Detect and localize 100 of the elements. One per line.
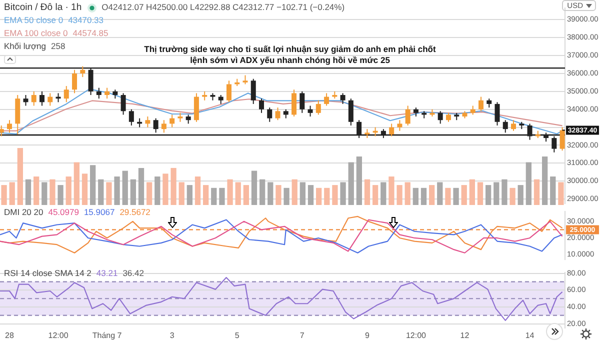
bar [437, 182, 443, 205]
annotation: 43.21 [96, 268, 118, 278]
x-tick-label: Tháng 7 [92, 331, 122, 340]
candlestick [348, 98, 354, 126]
bar [162, 174, 168, 205]
bar [114, 176, 120, 205]
bar [17, 148, 24, 205]
bar [518, 185, 524, 205]
candlestick [194, 92, 199, 122]
bar [235, 182, 241, 205]
candlestick [308, 105, 313, 118]
bar [243, 185, 250, 205]
annotation: 15.9067 [84, 207, 115, 217]
annotation: 43470.33 [68, 15, 104, 25]
bar [251, 170, 258, 205]
bar [308, 185, 314, 205]
bar [510, 188, 516, 205]
bar [380, 182, 386, 205]
candlestick [170, 114, 175, 128]
bar [82, 174, 88, 205]
candlestick [31, 90, 36, 106]
candlestick [226, 80, 232, 103]
annotation: 258 [50, 41, 66, 51]
x-tick-label: 28 [5, 331, 14, 340]
bar [292, 179, 298, 205]
bar [300, 182, 306, 205]
bar [130, 179, 136, 205]
annotation: 29.5672 [120, 207, 150, 217]
text: Thị trường side way cho tỉ suất lợi nhuận suy giảm do anh em phải chốt lệnh sớm vì ADX yếu nhanh chóng hồi về mức 25 [143, 44, 437, 66]
candlestick [6, 120, 12, 134]
bar [202, 185, 209, 205]
x-tick-label: 12 [460, 331, 470, 340]
candlestick [0, 124, 4, 137]
bar [332, 185, 338, 205]
bar [340, 182, 346, 205]
candlestick [324, 92, 330, 106]
text: EMA 50 close 0 [4, 15, 64, 25]
bar [550, 176, 556, 205]
bar [66, 176, 72, 205]
bar [33, 176, 40, 205]
candlestick [267, 107, 272, 122]
annotation: O42412.07 H42500.00 L42292.88 C42312.77 −102.71 (−0.24%) [102, 2, 345, 12]
chart-subtitle: Bitcoin / Đô la · 1h [4, 2, 82, 13]
candlestick [88, 68, 94, 96]
x-tick-label: 7 [300, 331, 305, 340]
bar [404, 182, 410, 205]
candlestick [356, 120, 362, 139]
bar [227, 179, 233, 205]
x-tick-label: 5 [234, 331, 240, 340]
bar [420, 188, 427, 205]
candlestick [478, 96, 484, 112]
annotation: 44574.85 [72, 28, 108, 38]
bar [453, 188, 459, 205]
bar [42, 182, 48, 205]
bar [90, 165, 96, 205]
candlestick [120, 92, 126, 116]
bar [316, 188, 322, 205]
bar [558, 182, 564, 205]
bar [106, 182, 112, 205]
bar [542, 156, 548, 205]
bar [356, 156, 362, 205]
candlestick [80, 66, 86, 78]
bar [324, 188, 330, 205]
chart-title: RSI 14 close SMA 14 2 [4, 268, 92, 278]
bar [348, 162, 354, 205]
candlestick [438, 110, 443, 124]
bar [461, 185, 467, 205]
candlestick [511, 120, 516, 132]
bar [50, 179, 56, 205]
bar [74, 162, 80, 205]
bar [485, 185, 492, 205]
bar [428, 185, 435, 205]
candlestick [104, 87, 110, 100]
candlestick [316, 100, 321, 116]
candlestick [502, 120, 508, 134]
bar [445, 188, 451, 205]
candlestick [153, 118, 158, 134]
chart-title: DMI 20 20 [4, 207, 44, 217]
bar [1, 185, 7, 205]
candlestick [275, 107, 280, 121]
candlestick [48, 92, 53, 106]
bar [388, 176, 394, 205]
bar [469, 179, 476, 205]
candlestick [145, 116, 150, 128]
x-tick-label: 14 [525, 331, 535, 340]
bar [58, 185, 64, 205]
candlestick [23, 94, 28, 106]
candlestick [527, 123, 532, 140]
x-tick-label: 12:00 [406, 331, 427, 340]
candlestick [250, 78, 256, 104]
bar [372, 185, 378, 205]
bar [494, 182, 500, 205]
bar [154, 176, 160, 205]
bar [9, 182, 15, 205]
chart-title: Khối lượng [4, 41, 46, 51]
x-tick-label: 9 [364, 331, 370, 340]
candlestick [552, 136, 557, 153]
annotation: 36.42 [122, 268, 144, 278]
bar [138, 168, 144, 205]
bar [194, 176, 201, 205]
